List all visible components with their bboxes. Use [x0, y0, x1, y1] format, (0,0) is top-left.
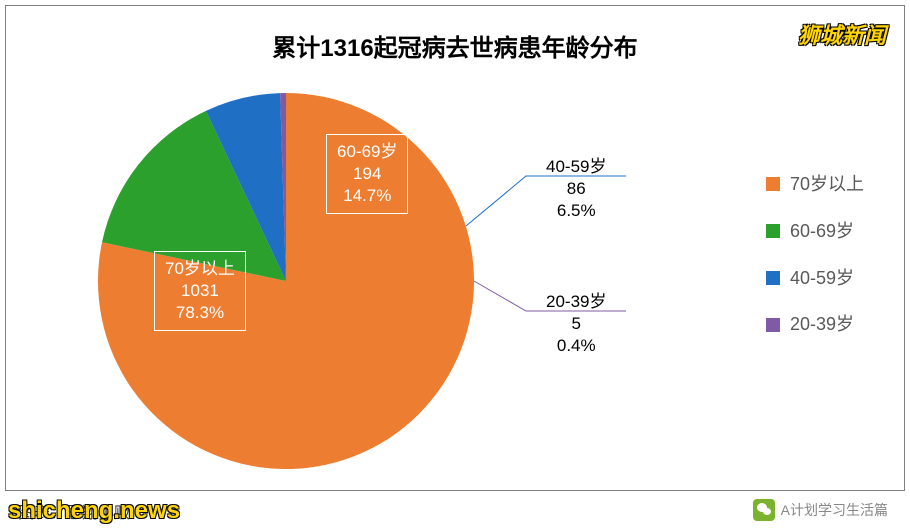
chart-frame: 狮城新闻 累计1316起冠病去世病患年龄分布 70岁以上60-69岁40-59岁…	[5, 5, 905, 491]
legend-swatch-3	[766, 318, 780, 332]
legend-swatch-0	[766, 177, 780, 191]
watermark-bottom-left: shicheng.news	[8, 497, 180, 525]
slice-label-0: 70岁以上103178.3%	[154, 251, 246, 331]
slice-label-2: 40-59岁866.5%	[546, 156, 606, 222]
watermark-br-text: A计划学习生活篇	[781, 500, 888, 520]
slice-label-1: 60-69岁19414.7%	[326, 134, 408, 214]
legend-item-0: 70岁以上	[766, 161, 864, 208]
legend-label-2: 40-59岁	[790, 255, 854, 302]
legend-item-2: 40-59岁	[766, 255, 864, 302]
legend-item-3: 20-39岁	[766, 301, 864, 348]
slice-label-3: 20-39岁50.4%	[546, 291, 606, 357]
legend-label-3: 20-39岁	[790, 301, 854, 348]
legend-item-1: 60-69岁	[766, 208, 864, 255]
legend-label-0: 70岁以上	[790, 161, 864, 208]
wechat-icon	[753, 499, 775, 521]
watermark-bottom-right: A计划学习生活篇	[753, 499, 888, 521]
legend-label-1: 60-69岁	[790, 208, 854, 255]
legend-swatch-2	[766, 271, 780, 285]
legend: 70岁以上60-69岁40-59岁20-39岁	[766, 161, 864, 348]
legend-swatch-1	[766, 224, 780, 238]
